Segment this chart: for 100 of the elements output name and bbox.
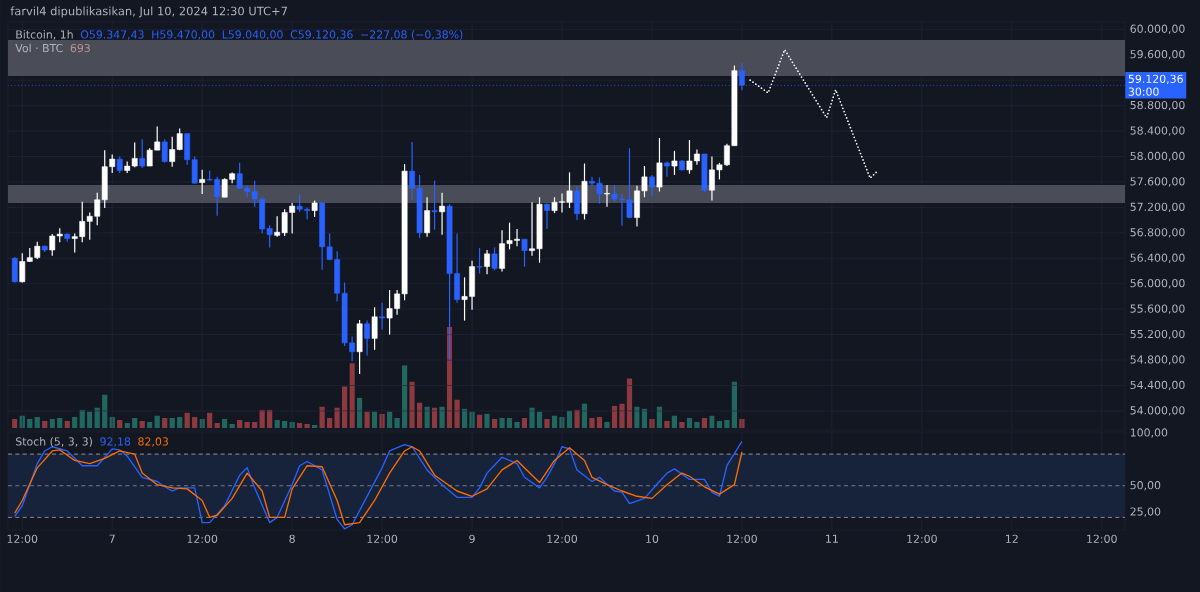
bar xyxy=(499,417,505,428)
y-tick-label: 57.600,00 xyxy=(1130,177,1185,187)
annotation: 693 xyxy=(70,43,90,53)
bar xyxy=(544,418,550,428)
bar xyxy=(439,406,445,428)
bar xyxy=(304,423,310,428)
bar xyxy=(27,418,33,428)
x-tick-label: 12:00 xyxy=(1087,534,1117,543)
candlestick xyxy=(671,150,678,176)
bar xyxy=(147,421,153,428)
bar xyxy=(551,415,558,428)
candlestick xyxy=(364,320,370,357)
bar xyxy=(319,406,325,428)
x-tick-label: 7 xyxy=(109,534,115,543)
annotation: C59.120,36 xyxy=(290,30,353,40)
bar xyxy=(514,421,520,428)
bar xyxy=(476,414,483,428)
x-tick-label: 10 xyxy=(646,534,659,543)
candlestick xyxy=(604,184,610,208)
bar xyxy=(536,411,543,428)
candlestick xyxy=(491,246,498,271)
bar xyxy=(237,419,243,428)
annotation: O59.347,43 xyxy=(80,30,144,40)
x-tick-label: 11 xyxy=(826,534,838,543)
bar xyxy=(184,412,190,428)
candlestick xyxy=(199,169,206,195)
bar xyxy=(139,420,145,428)
candlestick xyxy=(371,306,378,351)
candlestick xyxy=(664,160,670,178)
candlestick xyxy=(574,185,580,221)
bar xyxy=(626,378,633,428)
candlestick xyxy=(544,202,550,230)
bar xyxy=(326,417,333,428)
candlestick xyxy=(484,249,490,275)
candlestick xyxy=(431,180,438,231)
bar xyxy=(341,386,348,428)
bar xyxy=(177,416,183,428)
candlestick xyxy=(11,256,18,284)
candlestick xyxy=(139,138,146,169)
bar xyxy=(42,420,48,428)
bar xyxy=(124,422,130,428)
y-tick-label: 55.600,00 xyxy=(1130,304,1185,314)
annotation: 92,18 xyxy=(100,437,131,447)
ref-line-label: 59.120,36 xyxy=(1128,74,1183,85)
bar xyxy=(252,421,258,428)
bar xyxy=(716,420,723,428)
bar xyxy=(222,418,228,428)
candlestick xyxy=(521,238,528,268)
y-tick-label: 56.400,00 xyxy=(1130,253,1185,263)
y-tick-label: 57.200,00 xyxy=(1130,202,1185,213)
bar xyxy=(34,416,40,428)
candlestick xyxy=(424,196,430,238)
candlestick xyxy=(649,174,655,198)
annotation: H59.470,00 xyxy=(152,30,215,40)
candlestick xyxy=(439,192,445,236)
y-tick-label: 58.800,00 xyxy=(1130,100,1185,111)
bar xyxy=(506,417,513,428)
text: Bitcoin, 1h xyxy=(16,30,73,40)
bar xyxy=(349,363,355,428)
bar xyxy=(724,419,730,428)
bar xyxy=(214,422,220,428)
bar xyxy=(386,411,393,428)
bar xyxy=(694,421,700,428)
bar xyxy=(87,411,93,428)
annotation: 82,03 xyxy=(138,437,168,447)
x-tick-label: 9 xyxy=(469,534,475,543)
bar xyxy=(604,421,610,428)
x-tick-label: 12:00 xyxy=(7,534,38,543)
bar xyxy=(664,420,670,428)
x-tick-label: 12 xyxy=(1006,534,1018,543)
bar xyxy=(701,417,708,428)
bar xyxy=(671,415,678,428)
bar xyxy=(491,418,498,428)
bar xyxy=(274,419,280,428)
y-tick-label: 59.600,00 xyxy=(1130,50,1185,60)
y-tick-label: 100,00 xyxy=(1130,428,1168,438)
bar xyxy=(686,417,693,428)
bar xyxy=(521,417,528,428)
bar xyxy=(72,416,78,428)
bar xyxy=(117,419,123,428)
candlestick xyxy=(379,302,385,331)
bar xyxy=(529,407,535,428)
x-tick-label: 12:00 xyxy=(727,534,757,543)
bar xyxy=(679,421,685,428)
bar xyxy=(364,411,370,428)
y-tick-label: 60.000,00 xyxy=(1130,24,1185,35)
y-tick-label: 25,00 xyxy=(1130,507,1161,517)
x-tick-label: 8 xyxy=(289,534,295,543)
bar xyxy=(297,422,303,428)
candlestick xyxy=(161,138,168,164)
bar xyxy=(371,411,378,428)
bar xyxy=(394,417,400,428)
y-tick-label: 55.200,00 xyxy=(1130,329,1185,340)
y-tick-label: 58.400,00 xyxy=(1130,126,1185,136)
y-tick-label: 54.400,00 xyxy=(1130,380,1185,391)
chart-title: farvil4 dipublikasikan, Jul 10, 2024 12:30 UTC+7 xyxy=(10,6,288,18)
bar xyxy=(132,417,138,428)
chart-title: Vol · BTC xyxy=(15,43,63,53)
chart-title: Stoch (5, 3, 3) xyxy=(15,437,92,447)
bar xyxy=(162,417,168,428)
